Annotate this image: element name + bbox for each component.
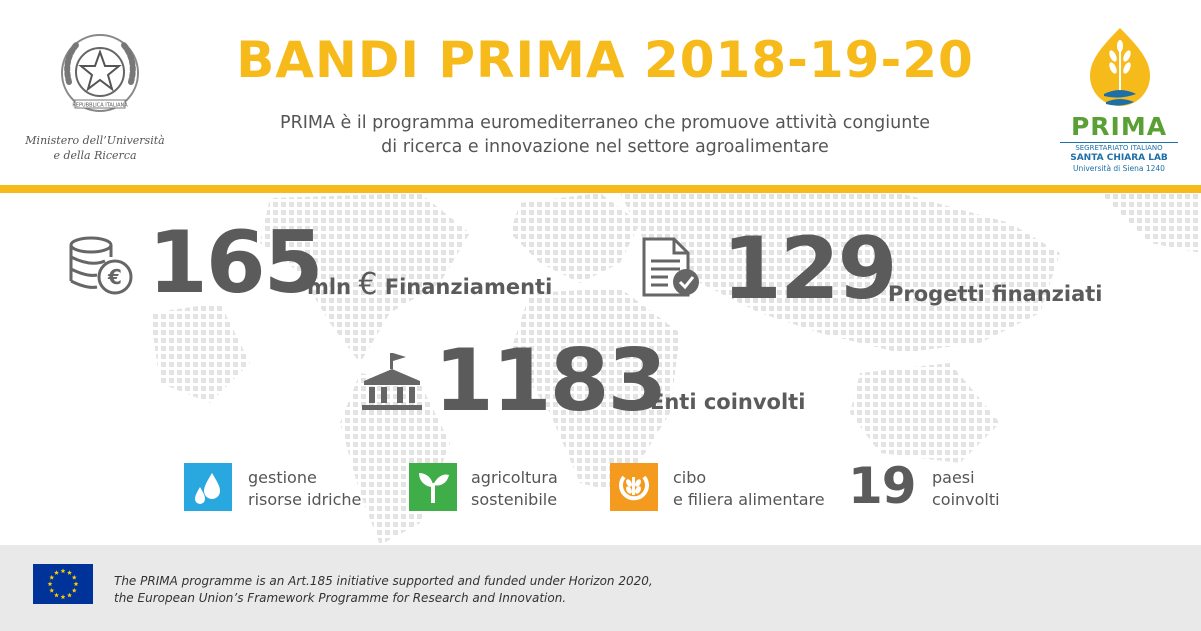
prima-logo: PRIMA SEGRETARIATO ITALIANO SANTA CHIARA… [1060, 24, 1180, 174]
theme-agriculture-line2: sostenibile [471, 490, 558, 509]
subtitle-line1: PRIMA è il programma euromediterraneo ch… [280, 113, 930, 133]
prima-logo-word: PRIMA [1070, 112, 1168, 141]
svg-text:€: € [107, 265, 122, 289]
footer-text: The PRIMA programme is an Art.185 initia… [114, 573, 653, 607]
prima-logo-line3: Università di Siena 1240 [1073, 164, 1165, 173]
food-chain-icon [610, 463, 658, 511]
entities-label: Enti coinvolti [650, 390, 806, 414]
eu-star [49, 574, 55, 580]
funding-currency: € [358, 267, 378, 302]
ministry-line2: e della Ricerca [53, 149, 137, 162]
countries-label: paesi coinvolti [932, 467, 1000, 511]
theme-food-line1: cibo [673, 468, 707, 487]
theme-water-label: gestione risorse idriche [248, 467, 361, 511]
ministry-caption: Ministero dell’Università e della Ricerc… [15, 133, 175, 163]
eu-star [71, 574, 77, 580]
page-subtitle: PRIMA è il programma euromediterraneo ch… [170, 111, 1040, 159]
eu-star [73, 581, 79, 587]
theme-food-line2: e filiera alimentare [673, 490, 825, 509]
eu-star [71, 587, 77, 593]
eu-star [67, 592, 72, 598]
projects-value: 129 [722, 219, 898, 319]
stats-panel: € 165 mln € Finanziamenti 129 Progetti f… [0, 193, 1201, 545]
entities-value: 1183 [434, 331, 667, 431]
accent-divider [0, 185, 1201, 193]
prima-wheat-drop-icon [1090, 28, 1150, 106]
eu-flag-icon [33, 564, 93, 604]
coins-euro-icon: € [69, 236, 133, 295]
water-drops-icon [184, 463, 232, 511]
eu-star [67, 570, 72, 575]
italian-republic-emblem-icon: REPUBBLICA ITALIANA [61, 34, 139, 112]
funding-value: 165 [148, 213, 324, 313]
eu-star [54, 570, 59, 575]
header: REPUBBLICA ITALIANA Ministero dell’Unive… [0, 0, 1201, 185]
theme-water-line2: risorse idriche [248, 490, 362, 509]
eu-star [60, 568, 66, 574]
footer: The PRIMA programme is an Art.185 initia… [0, 545, 1201, 631]
theme-food-label: cibo e filiera alimentare [673, 467, 825, 511]
institution-building-icon [362, 353, 422, 410]
subtitle-line2: di ricerca e innovazione nel settore agr… [381, 137, 829, 157]
funding-unit: mln [307, 275, 352, 299]
prima-logo-line1: SEGRETARIATO ITALIANO [1060, 142, 1178, 152]
emblem-text: REPUBBLICA ITALIANA [72, 103, 128, 109]
projects-label: Progetti finanziati [888, 282, 1103, 306]
eu-star [54, 592, 59, 598]
eu-star [47, 581, 53, 587]
theme-water-line1: gestione [248, 468, 317, 487]
page-title: BANDI PRIMA 2018-19-20 [236, 31, 974, 89]
footer-line2: the European Union’s Framework Programme… [114, 591, 567, 605]
eu-star [49, 587, 55, 593]
funding-label: mln € Finanziamenti [307, 270, 553, 300]
footer-line1: The PRIMA programme is an Art.185 initia… [114, 574, 653, 588]
countries-line2: coinvolti [932, 490, 1000, 509]
funding-label-text: Finanziamenti [384, 275, 553, 299]
theme-agriculture-line1: agricoltura [471, 468, 558, 487]
theme-agriculture-label: agricoltura sostenibile [471, 467, 558, 511]
plant-icon [409, 463, 457, 511]
countries-line1: paesi [932, 468, 975, 487]
eu-star [60, 594, 66, 600]
prima-logo-line2: SANTA CHIARA LAB [1070, 153, 1168, 163]
ministry-line1: Ministero dell’Università [25, 134, 165, 147]
countries-value: 19 [848, 457, 917, 515]
document-check-icon [642, 237, 699, 297]
